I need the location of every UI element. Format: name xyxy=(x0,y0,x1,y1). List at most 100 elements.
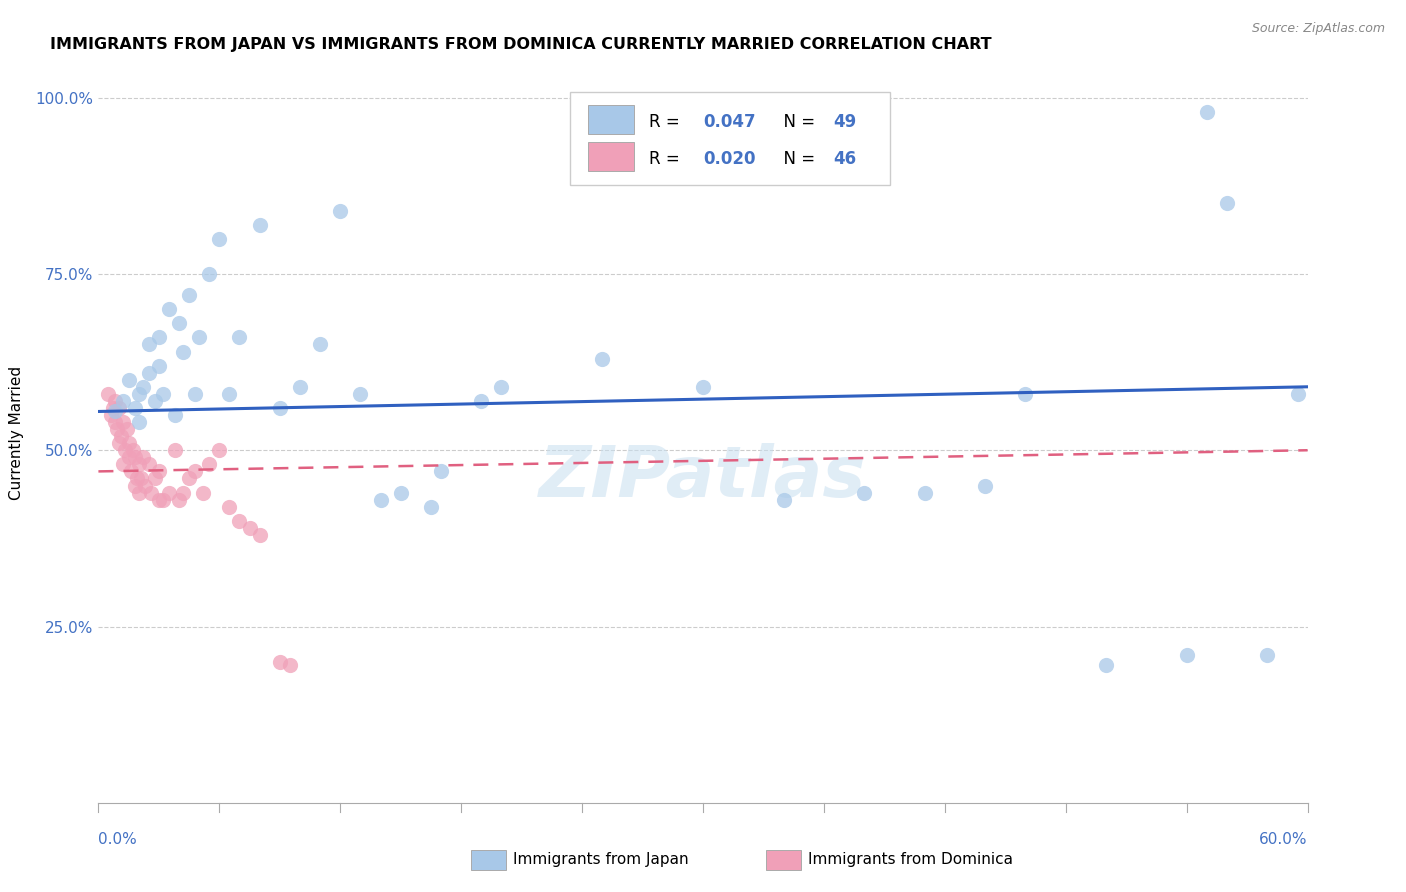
Point xyxy=(152,387,174,401)
Point xyxy=(167,316,190,330)
Point xyxy=(591,351,613,366)
Point xyxy=(1095,658,1118,673)
Point xyxy=(138,366,160,380)
Point xyxy=(389,485,412,500)
Point xyxy=(198,458,221,472)
Point xyxy=(120,464,142,478)
Point xyxy=(128,387,150,401)
Point xyxy=(101,401,124,415)
Point xyxy=(198,267,221,281)
Point xyxy=(103,415,125,429)
Point xyxy=(1286,387,1309,401)
Point xyxy=(853,485,876,500)
Point xyxy=(121,443,143,458)
Text: ZIPatlas: ZIPatlas xyxy=(540,442,866,511)
Point xyxy=(974,478,997,492)
Text: 49: 49 xyxy=(834,112,856,130)
Bar xyxy=(588,104,634,135)
Point xyxy=(110,429,132,443)
Point xyxy=(138,458,160,472)
Point xyxy=(163,443,186,458)
Text: IMMIGRANTS FROM JAPAN VS IMMIGRANTS FROM DOMINICA CURRENTLY MARRIED CORRELATION : IMMIGRANTS FROM JAPAN VS IMMIGRANTS FROM… xyxy=(51,37,991,52)
Point xyxy=(329,203,352,218)
Point xyxy=(105,422,128,436)
Text: 60.0%: 60.0% xyxy=(1260,832,1308,847)
Point xyxy=(118,373,141,387)
Point xyxy=(914,485,936,500)
Point xyxy=(309,337,332,351)
Point xyxy=(157,485,180,500)
Point xyxy=(370,492,392,507)
Bar xyxy=(588,142,634,171)
Point xyxy=(97,387,120,401)
Point xyxy=(152,492,174,507)
Text: 0.0%: 0.0% xyxy=(98,832,138,847)
Point xyxy=(115,422,138,436)
Point xyxy=(148,330,170,344)
Point xyxy=(179,288,201,302)
Point xyxy=(111,393,134,408)
Point xyxy=(249,218,271,232)
Y-axis label: Currently Married: Currently Married xyxy=(10,366,24,500)
Point xyxy=(228,330,250,344)
Point xyxy=(134,478,156,492)
Point xyxy=(172,344,194,359)
Point xyxy=(114,443,136,458)
Point xyxy=(692,380,714,394)
Point xyxy=(118,436,141,450)
Point xyxy=(1195,104,1218,119)
Point xyxy=(107,401,129,415)
Point xyxy=(132,380,155,394)
Point xyxy=(163,408,186,422)
Point xyxy=(148,492,170,507)
Point xyxy=(128,458,150,472)
Point xyxy=(103,393,125,408)
Point xyxy=(420,500,443,514)
Text: 0.047: 0.047 xyxy=(703,112,755,130)
Text: Immigrants from Japan: Immigrants from Japan xyxy=(513,853,689,867)
Point xyxy=(269,655,291,669)
Text: 46: 46 xyxy=(834,150,856,168)
Point xyxy=(124,478,146,492)
Text: N =: N = xyxy=(773,150,821,168)
Point xyxy=(208,443,231,458)
Point xyxy=(1216,196,1239,211)
Point xyxy=(111,458,134,472)
Point xyxy=(138,337,160,351)
Point xyxy=(249,528,271,542)
Text: N =: N = xyxy=(773,112,821,130)
Point xyxy=(125,471,148,485)
Point xyxy=(184,464,207,478)
Point xyxy=(179,471,201,485)
Point xyxy=(143,393,166,408)
Point xyxy=(124,401,146,415)
Point xyxy=(1175,648,1198,662)
Point xyxy=(239,521,262,535)
Point xyxy=(218,387,240,401)
Point xyxy=(208,232,231,246)
Point xyxy=(188,330,211,344)
Point xyxy=(172,485,194,500)
Point xyxy=(139,485,162,500)
Point xyxy=(148,359,170,373)
Point xyxy=(132,450,155,465)
Text: Source: ZipAtlas.com: Source: ZipAtlas.com xyxy=(1251,22,1385,36)
Text: R =: R = xyxy=(648,112,685,130)
Point xyxy=(288,380,311,394)
Point xyxy=(167,492,190,507)
Point xyxy=(128,415,150,429)
Point xyxy=(491,380,513,394)
Point xyxy=(124,450,146,465)
Point xyxy=(111,415,134,429)
Point xyxy=(228,514,250,528)
Point xyxy=(193,485,215,500)
Point xyxy=(1256,648,1278,662)
FancyBboxPatch shape xyxy=(569,92,890,185)
Point xyxy=(107,436,129,450)
Point xyxy=(100,408,122,422)
Point xyxy=(143,471,166,485)
Text: Immigrants from Dominica: Immigrants from Dominica xyxy=(808,853,1014,867)
Text: R =: R = xyxy=(648,150,685,168)
Point xyxy=(218,500,240,514)
Point xyxy=(349,387,371,401)
